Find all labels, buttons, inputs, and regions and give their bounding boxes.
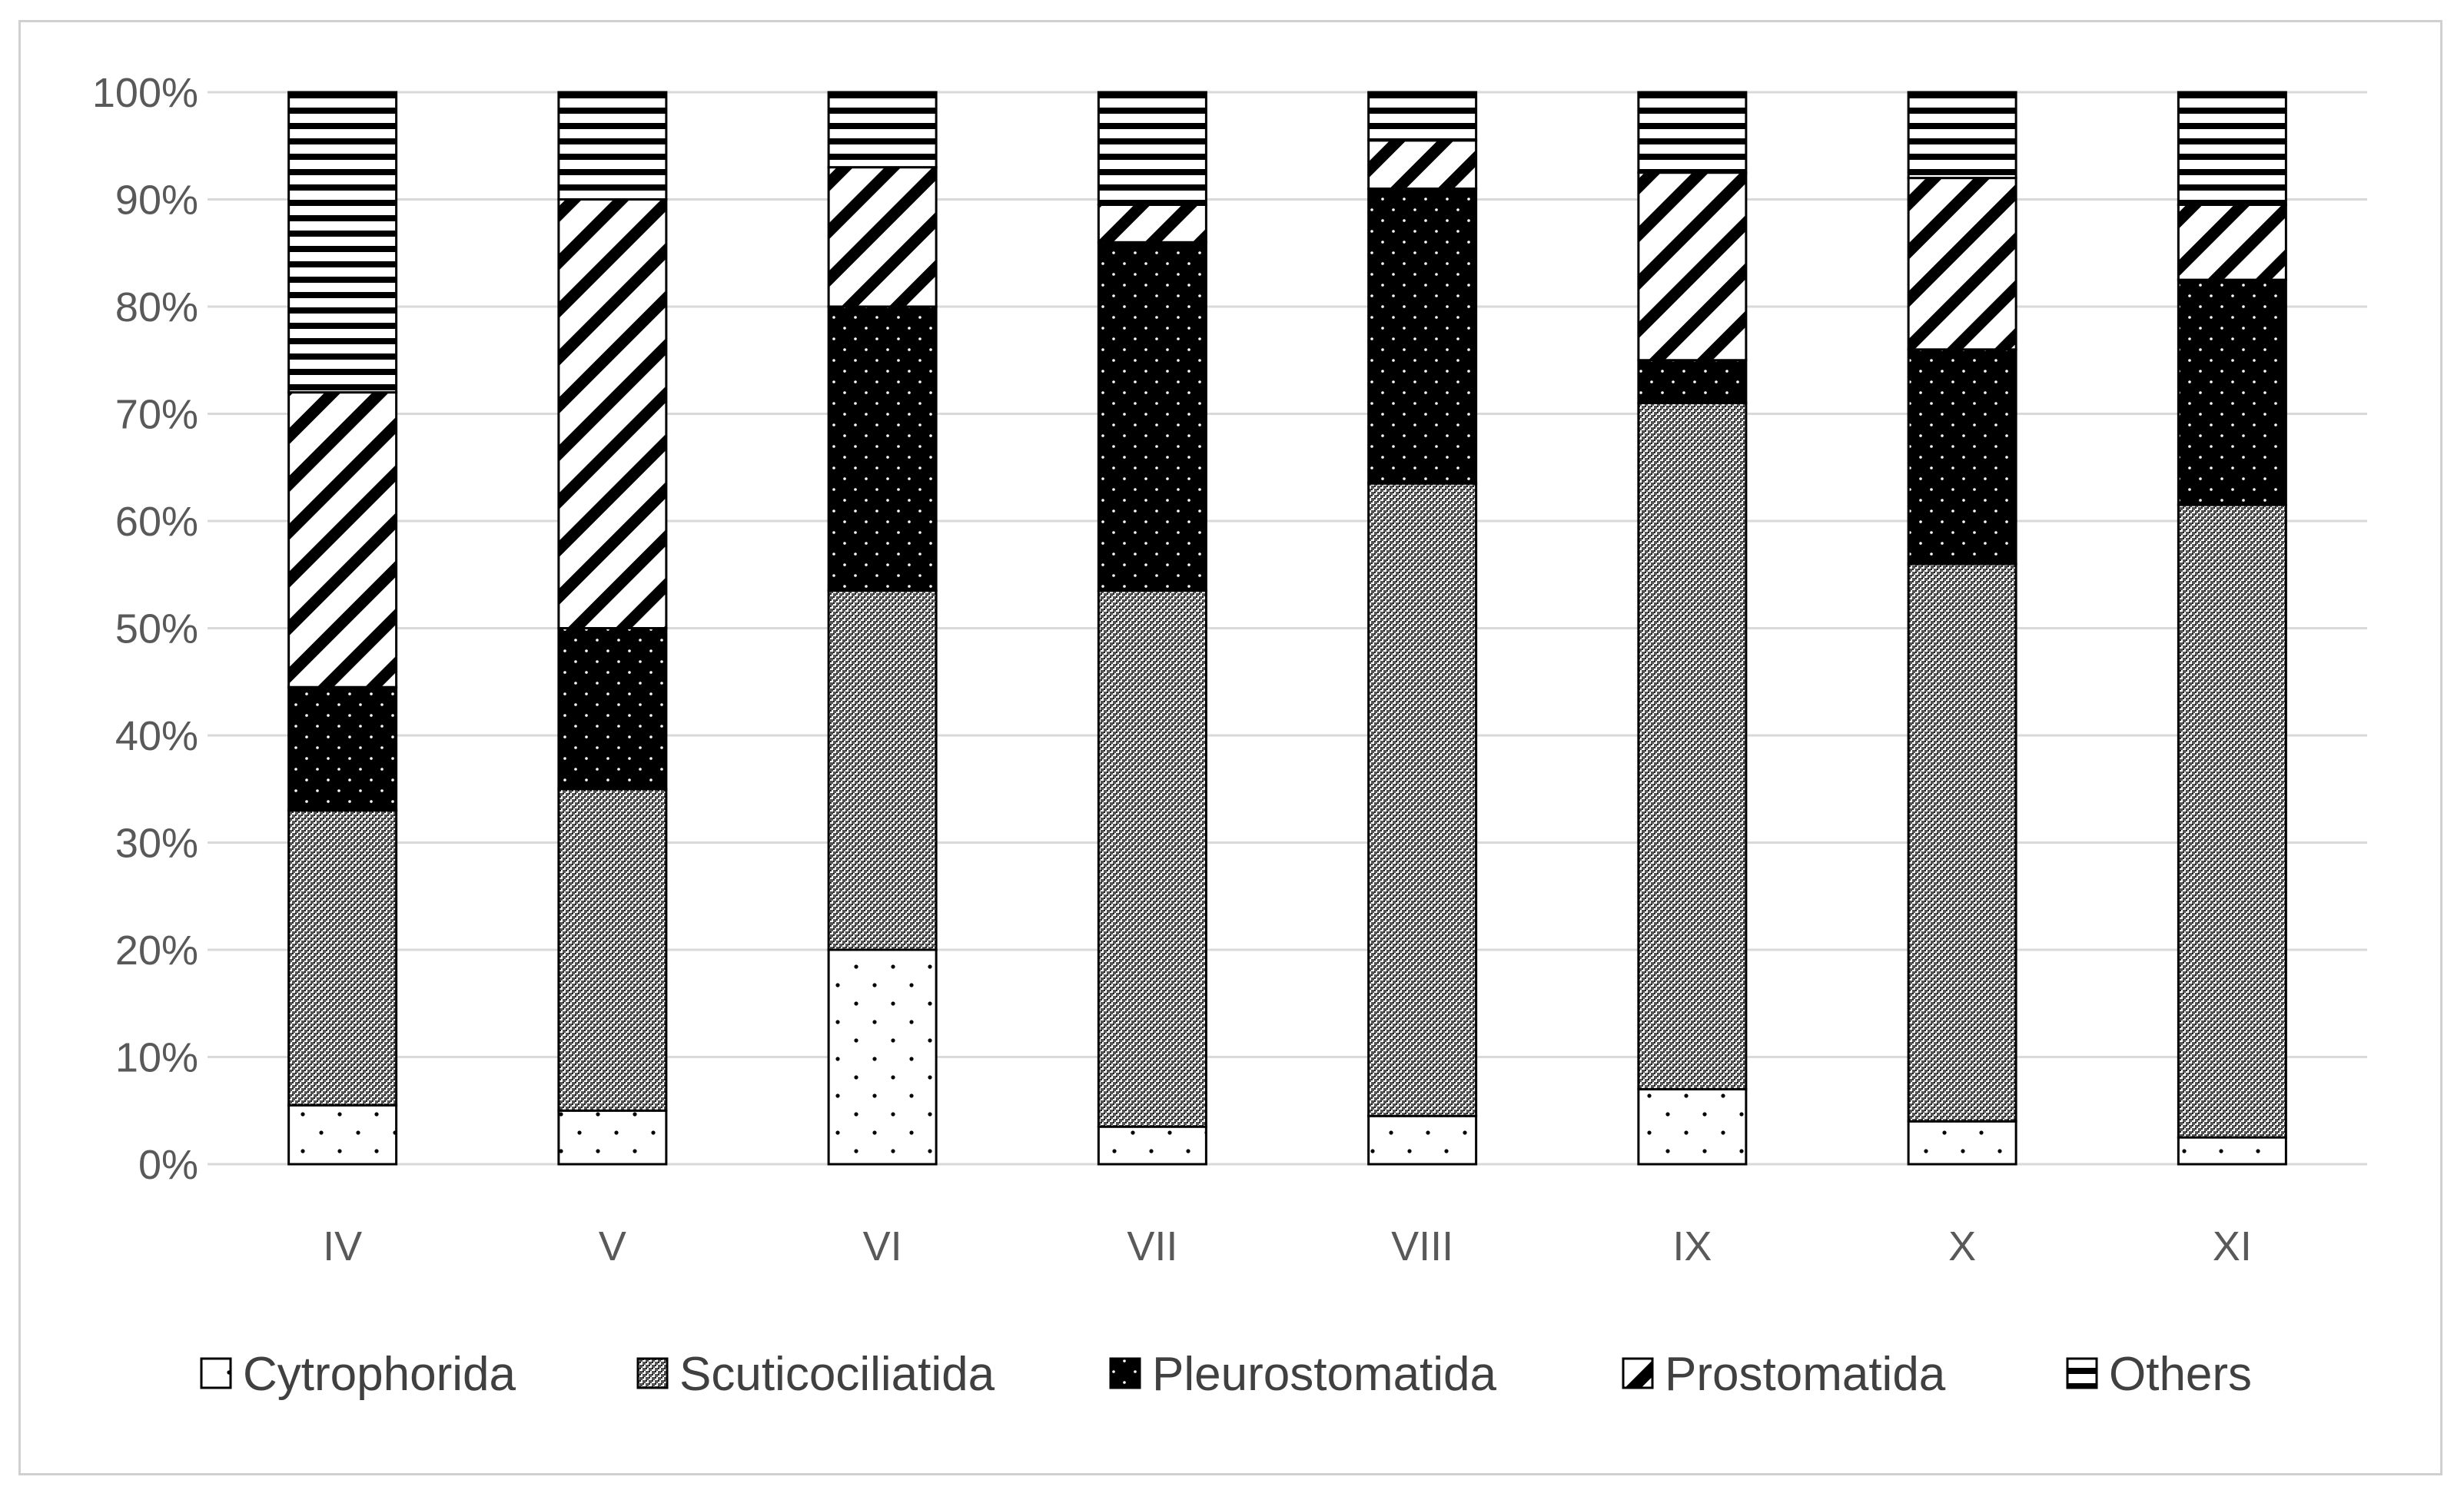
bar-segment-pleurostomatida [1097, 241, 1207, 592]
x-tick-label: VII [1127, 1223, 1177, 1269]
x-axis-ticks: IV V VI VII VIII IX X XI [323, 1223, 2252, 1269]
bar-segment-scuticociliatida [1367, 482, 1478, 1117]
y-axis-ticks: 0% 10% 20% 30% 40% 50% 60% 70% 80% 90% 100% [92, 70, 198, 1188]
legend-swatch-prostomatida [1622, 1357, 1654, 1389]
y-tick-label: 0% [138, 1142, 198, 1188]
legend-label: Others [2109, 1348, 2252, 1401]
legend-label: Prostomatida [1665, 1348, 1946, 1401]
bar-segment-others [2177, 91, 2287, 206]
y-tick-label: 50% [115, 606, 198, 652]
y-tick-label: 20% [115, 928, 198, 974]
bar-segment-pleurostomatida [1637, 359, 1748, 405]
bar-segment-cytrophorida [1907, 1120, 2017, 1166]
bar-segment-pleurostomatida [2177, 278, 2287, 506]
y-tick-label: 70% [115, 392, 198, 438]
x-tick-label: X [1948, 1223, 1976, 1269]
bar-segment-prostomatida [1907, 177, 2017, 351]
y-tick-label: 40% [115, 713, 198, 759]
bar-segment-prostomatida [1097, 203, 1207, 244]
bar-segment-prostomatida [2177, 203, 2287, 281]
bar-segment-others [1367, 91, 1478, 142]
y-tick-label: 30% [115, 821, 198, 867]
bar-segment-prostomatida [557, 198, 668, 629]
bar-segment-prostomatida [287, 391, 398, 689]
bar-segment-pleurostomatida [287, 685, 398, 812]
bar-segment-scuticociliatida [287, 809, 398, 1107]
x-tick-label: IV [323, 1223, 362, 1269]
bar-segment-cytrophorida [557, 1109, 668, 1166]
legend-label: Pleurostomatida [1152, 1348, 1497, 1401]
bar-segment-others [827, 91, 938, 169]
bar-segment-scuticociliatida [1097, 589, 1207, 1128]
legend-swatch-scuticociliatida [636, 1357, 669, 1389]
bar-segment-others [287, 91, 398, 394]
bar-segment-pleurostomatida [1907, 348, 2017, 566]
y-tick-label: 80% [115, 284, 198, 330]
bar-segment-others [1097, 91, 1207, 206]
bar-segment-cytrophorida [827, 948, 938, 1166]
legend: Cytrophorida Scuticociliatida Pleurostomat… [200, 1348, 2252, 1401]
bar-segment-cytrophorida [1637, 1087, 1748, 1166]
bar-segment-cytrophorida [2177, 1136, 2287, 1166]
bar-segment-pleurostomatida [557, 627, 668, 791]
bar-segment-pleurostomatida [827, 305, 938, 592]
y-tick-label: 60% [115, 499, 198, 545]
bar-segment-prostomatida [1637, 171, 1748, 362]
bar-segment-cytrophorida [1367, 1114, 1478, 1166]
y-tick-label: 100% [92, 70, 198, 116]
legend-swatch-pleurostomatida [1109, 1357, 1141, 1389]
x-tick-label: V [599, 1223, 626, 1269]
bar-segment-others [1637, 91, 1748, 174]
legend-swatch-cytrophorida [200, 1357, 232, 1389]
y-tick-label: 10% [115, 1035, 198, 1081]
chart-frame [18, 20, 2442, 1475]
gridlines [208, 91, 2367, 1166]
bar-segment-prostomatida [1367, 139, 1478, 191]
y-tick-label: 90% [115, 178, 198, 224]
bar-segment-scuticociliatida [557, 788, 668, 1112]
legend-label: Cytrophorida [243, 1348, 516, 1401]
bar-segment-pleurostomatida [1367, 188, 1478, 485]
x-tick-label: VIII [1391, 1223, 1453, 1269]
bar-segment-others [557, 91, 668, 201]
bar-segment-prostomatida [827, 166, 938, 308]
x-tick-label: IX [1672, 1223, 1712, 1269]
x-tick-label: VI [863, 1223, 902, 1269]
bar-segment-scuticociliatida [2177, 503, 2287, 1139]
bar-segment-cytrophorida [1097, 1125, 1207, 1166]
bar-segment-scuticociliatida [827, 589, 938, 951]
bar-segment-cytrophorida [287, 1103, 398, 1166]
legend-label: Scuticociliatida [679, 1348, 995, 1401]
bar-segment-scuticociliatida [1907, 562, 2017, 1123]
bar-segment-others [1907, 91, 2017, 180]
bar-segment-scuticociliatida [1637, 402, 1748, 1090]
bars [287, 91, 2287, 1166]
legend-swatch-others [2066, 1357, 2098, 1389]
x-tick-label: XI [2213, 1223, 2252, 1269]
